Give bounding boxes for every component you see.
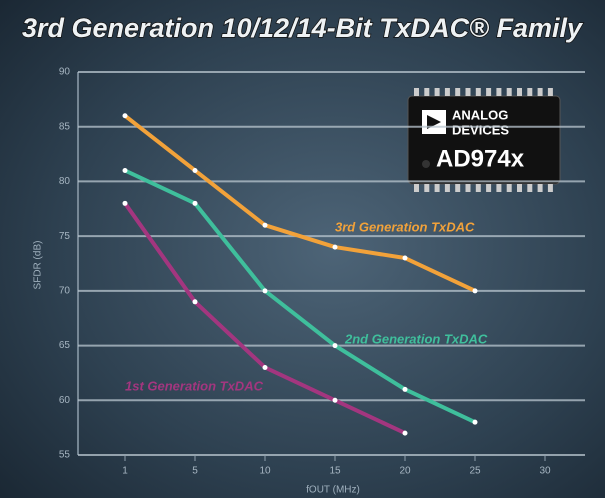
data-point (332, 343, 338, 349)
chip-text: DEVICES (452, 122, 509, 137)
x-tick-label: 25 (469, 466, 481, 477)
chip-pin (506, 88, 512, 96)
chart-title: 3rd Generation 10/12/14-Bit TxDAC® Famil… (22, 13, 584, 43)
data-point (122, 200, 128, 206)
chip-pin (496, 88, 502, 96)
data-point (192, 299, 198, 305)
x-tick-label: 10 (259, 466, 271, 477)
chip-pin (537, 184, 543, 192)
chip-pin (465, 88, 471, 96)
chip-pin (424, 88, 430, 96)
data-point (262, 288, 268, 294)
chip-pin (527, 88, 533, 96)
data-point (122, 167, 128, 173)
series-line (124, 168, 476, 424)
data-point (122, 113, 128, 119)
chip-pin (455, 184, 461, 192)
data-point (332, 397, 338, 403)
x-tick-label: 5 (192, 466, 198, 477)
series-line (123, 114, 476, 293)
y-tick-label: 75 (59, 231, 71, 242)
x-tick-label: 30 (539, 466, 551, 477)
y-tick-label: 65 (59, 340, 71, 351)
chip-pin (486, 88, 492, 96)
series-label: 1st Generation TxDAC (125, 378, 264, 393)
data-point (262, 222, 268, 228)
chip-pin (496, 184, 502, 192)
chip-pin (434, 184, 440, 192)
y-axis-label: SFDR (dB) (33, 241, 44, 290)
chip-pin (506, 184, 512, 192)
y-tick-label: 90 (59, 67, 71, 78)
data-point (262, 364, 268, 370)
series-label: 2nd Generation TxDAC (344, 331, 488, 346)
chip-logo-triangle (427, 115, 441, 129)
y-tick-label: 55 (59, 450, 71, 461)
data-point (192, 167, 198, 173)
chip-pin (517, 88, 522, 96)
chip: ANALOG DEVICES AD974x (407, 95, 561, 185)
x-tick-label: 20 (399, 466, 411, 477)
chip-text: ANALOG (452, 107, 508, 122)
data-point (402, 430, 408, 436)
chip-pin (547, 184, 553, 192)
chip-pin (465, 184, 471, 192)
chip-pin (547, 88, 553, 96)
chip-pin (444, 184, 450, 192)
x-tick-label: 1 (122, 466, 128, 477)
x-tick-label: 15 (329, 466, 341, 477)
data-point (472, 288, 478, 294)
data-point (402, 255, 408, 261)
chip-pin (434, 88, 440, 96)
data-point (472, 419, 478, 425)
chip-pin (475, 88, 481, 96)
chip-pin (537, 88, 543, 96)
chip-pin (517, 184, 522, 192)
chip-pin (414, 88, 419, 96)
chip-pin (414, 184, 419, 192)
chip-pin (455, 88, 461, 96)
y-tick-label: 85 (59, 121, 71, 132)
y-tick-label: 60 (59, 395, 71, 406)
data-point (402, 386, 408, 392)
y-tick-label: 70 (59, 285, 71, 296)
data-point (332, 244, 338, 250)
series-label: 3rd Generation TxDAC (335, 219, 475, 234)
data-point (192, 200, 198, 206)
y-tick-label: 80 (59, 176, 71, 187)
chip-dot (422, 160, 430, 168)
chip-pin (444, 88, 450, 96)
chip-pin (486, 184, 492, 192)
chip-pin (475, 184, 481, 192)
chip-pin (424, 184, 430, 192)
chip-part-number: AD974x (436, 145, 525, 172)
x-axis-label: fOUT (MHz) (306, 485, 360, 496)
chip-pin (527, 184, 533, 192)
